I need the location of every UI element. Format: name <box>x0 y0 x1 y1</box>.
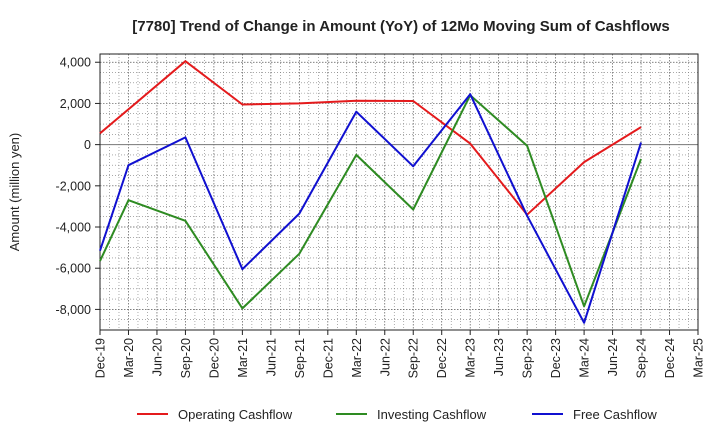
y-tick-label: -4,000 <box>56 221 91 235</box>
series-line-free-cashflow <box>99 93 642 324</box>
y-tick-label: 4,000 <box>60 56 91 70</box>
y-tick-label: -8,000 <box>56 303 91 317</box>
series-line-investing-cashflow <box>99 94 642 310</box>
x-tick-label: Dec-21 <box>321 338 335 378</box>
plot-area-border <box>99 53 699 331</box>
y-tick-label: -6,000 <box>56 262 91 276</box>
x-tick-label: Dec-22 <box>435 338 449 378</box>
x-tick-label: Dec-23 <box>549 338 563 378</box>
x-axis: Dec-19 Mar-20 Jun-20 Sep-20 Dec-20 Mar-21 Jun-… <box>94 330 706 378</box>
x-tick-label: Mar-23 <box>464 338 478 378</box>
legend-label-free-cashflow: Free Cashflow <box>573 407 657 422</box>
x-tick-label: Jun-20 <box>150 338 164 376</box>
x-tick-label: Mar-22 <box>350 338 364 378</box>
grid <box>100 54 698 331</box>
x-tick-label: Sep-21 <box>293 338 307 378</box>
x-tick-label: Sep-24 <box>635 338 649 378</box>
x-tick-label: Mar-21 <box>236 338 250 378</box>
x-tick-label: Sep-22 <box>407 338 421 378</box>
x-tick-label: Sep-23 <box>521 338 535 378</box>
y-tick-label: -2,000 <box>56 179 91 193</box>
x-tick-label: Mar-25 <box>692 338 706 378</box>
x-tick-label: Mar-24 <box>578 338 592 378</box>
legend: Operating Cashflow Investing Cashflow Free… <box>137 407 657 422</box>
legend-label-operating-cashflow: Operating Cashflow <box>178 407 293 422</box>
x-tick-label: Dec-19 <box>94 338 108 378</box>
x-tick-label: Jun-23 <box>492 338 506 376</box>
y-tick-label: 0 <box>84 138 91 152</box>
x-tick-label: Sep-20 <box>179 338 193 378</box>
x-tick-label: Jun-24 <box>606 338 620 376</box>
x-tick-label: Dec-20 <box>207 338 221 378</box>
x-tick-label: Jun-22 <box>378 338 392 376</box>
legend-label-investing-cashflow: Investing Cashflow <box>377 407 487 422</box>
y-axis: 4,000 2,000 0 -2,000 -4,000 -6,000 -8,000 <box>56 56 100 317</box>
y-axis-label: Amount (million yen) <box>7 133 22 252</box>
x-tick-label: Mar-20 <box>122 338 136 378</box>
chart-title: [7780] Trend of Change in Amount (YoY) o… <box>132 18 670 35</box>
x-tick-label: Dec-24 <box>663 338 677 378</box>
x-tick-label: Jun-21 <box>264 338 278 376</box>
y-tick-label: 2,000 <box>60 97 91 111</box>
series <box>99 60 642 324</box>
series-line-operating-cashflow <box>99 60 642 216</box>
